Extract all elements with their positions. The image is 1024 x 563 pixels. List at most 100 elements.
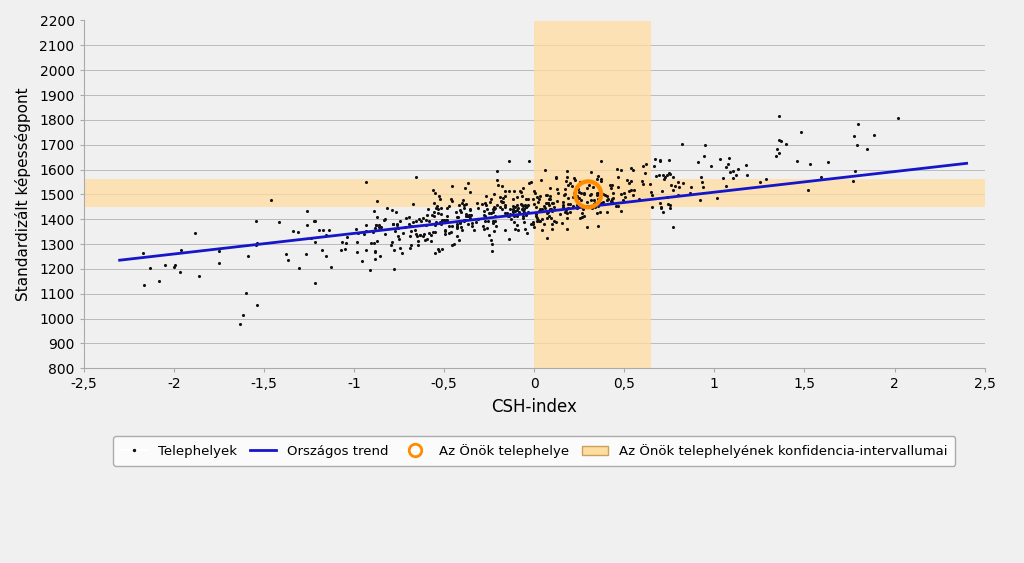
Point <box>737 160 754 169</box>
Point <box>477 199 494 208</box>
Point <box>427 189 443 198</box>
Point <box>485 226 502 235</box>
Point <box>429 245 445 254</box>
Point <box>534 225 550 234</box>
Point <box>702 162 719 171</box>
Point <box>425 186 441 195</box>
Point <box>431 192 447 201</box>
Point <box>390 224 407 233</box>
Point <box>538 191 554 200</box>
Point <box>478 200 495 209</box>
Point <box>593 175 609 184</box>
Point <box>526 199 543 208</box>
Point <box>597 190 613 199</box>
Point <box>564 193 581 202</box>
Point <box>474 200 490 209</box>
Point <box>559 225 575 234</box>
Point <box>600 195 616 204</box>
Point <box>506 217 522 226</box>
Point <box>716 173 732 182</box>
Point <box>486 217 503 226</box>
Point <box>813 172 829 181</box>
Point <box>497 225 513 234</box>
Point <box>654 187 671 196</box>
Point <box>612 190 629 199</box>
Point <box>479 204 496 213</box>
Point <box>461 211 477 220</box>
Point <box>545 198 561 207</box>
Point <box>501 235 517 244</box>
Point <box>521 157 538 166</box>
Point <box>484 239 501 248</box>
Point <box>428 201 444 210</box>
Point <box>670 190 686 199</box>
Point <box>141 264 158 273</box>
Point <box>362 239 379 248</box>
Point <box>337 244 353 253</box>
Point <box>462 187 478 196</box>
Point <box>631 195 647 204</box>
Point <box>693 172 710 181</box>
Point <box>718 181 734 190</box>
Point <box>497 186 513 195</box>
Point <box>348 224 365 233</box>
Point <box>510 208 526 217</box>
Point <box>407 225 423 234</box>
Point <box>348 238 365 247</box>
Point <box>555 203 571 212</box>
Point <box>570 185 587 194</box>
Point <box>528 213 545 222</box>
Point <box>527 212 544 221</box>
Point <box>562 207 579 216</box>
Point <box>466 226 482 235</box>
Point <box>658 192 675 201</box>
Point <box>357 178 374 187</box>
Point <box>555 200 571 209</box>
Point <box>402 243 419 252</box>
Point <box>416 230 432 239</box>
Point <box>453 205 469 214</box>
Point <box>433 204 450 213</box>
Point <box>374 223 390 232</box>
Point <box>697 141 714 150</box>
Point <box>443 227 460 236</box>
Point <box>507 203 523 212</box>
Point <box>415 231 431 240</box>
Point <box>334 238 350 247</box>
Point <box>450 222 466 231</box>
Point <box>890 114 906 123</box>
Point <box>307 278 324 287</box>
Point <box>386 245 402 254</box>
Point <box>453 222 469 231</box>
Point <box>379 203 395 212</box>
Point <box>475 207 492 216</box>
Point <box>604 180 621 189</box>
Point <box>721 153 737 162</box>
Point <box>506 186 522 195</box>
Point <box>542 191 558 200</box>
Point <box>643 190 659 199</box>
Point <box>635 180 651 189</box>
Point <box>599 208 615 217</box>
Point <box>572 213 589 222</box>
Point <box>449 224 465 233</box>
Point <box>456 204 472 213</box>
Point <box>392 243 409 252</box>
Point <box>366 239 382 248</box>
Point <box>439 203 456 212</box>
Point <box>470 215 486 224</box>
Point <box>367 207 383 216</box>
Point <box>463 211 479 220</box>
Point <box>572 189 589 198</box>
Point <box>402 226 419 235</box>
Point <box>167 260 183 269</box>
Point <box>526 223 543 232</box>
Point <box>515 202 531 211</box>
Point <box>519 228 536 237</box>
Point <box>464 222 480 231</box>
Point <box>211 246 227 255</box>
Point <box>338 238 354 247</box>
Point <box>307 238 324 247</box>
Point <box>514 204 530 213</box>
Point <box>497 209 513 218</box>
